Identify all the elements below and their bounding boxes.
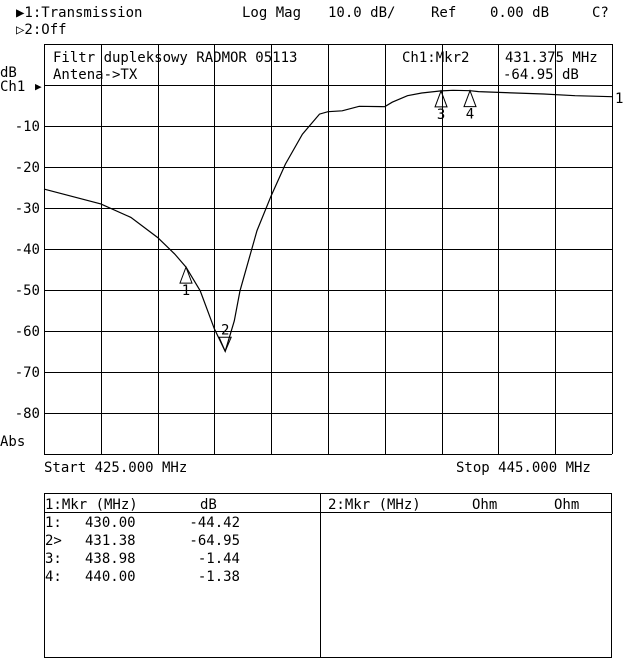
row-freq: 431.38 [85, 533, 136, 549]
start-frequency[interactable]: Start 425.000 MHz [44, 460, 187, 476]
row-value: -1.44 [198, 551, 240, 567]
right-header-col3: Ohm [554, 497, 579, 513]
y-tick-label: -10 [15, 119, 40, 135]
row-value: -1.38 [198, 569, 240, 585]
marker-3: 3 [434, 89, 448, 123]
y-tick-label: -40 [15, 242, 40, 258]
active-marker-frequency: 431.375 MHz [505, 50, 598, 66]
marker-1: 1 [179, 265, 193, 299]
channel-label: Ch1 [0, 79, 25, 95]
scale-label: 10.0 dB/ [328, 5, 395, 21]
row-id: 2> [45, 533, 62, 549]
y-tick-label: -50 [15, 283, 40, 299]
row-value: -64.95 [189, 533, 240, 549]
channel2-label[interactable]: ▷2:Off [16, 22, 67, 38]
marker-label: 1 [182, 283, 190, 299]
active-marker-value: -64.95 dB [503, 67, 579, 83]
row-freq: 438.98 [85, 551, 136, 567]
table-row: 2> 431.38 -64.95 [45, 533, 240, 549]
stop-frequency[interactable]: Stop 445.000 MHz [456, 460, 591, 476]
marker-triangle-icon [179, 265, 193, 284]
table-row: 4: 440.00 -1.38 [45, 569, 240, 585]
y-tick-label: -20 [15, 160, 40, 176]
row-id: 1: [45, 515, 62, 531]
marker-table [44, 493, 612, 658]
marker-2: 2 [218, 322, 232, 353]
right-header-col2: Ohm [472, 497, 497, 513]
row-freq: 440.00 [85, 569, 136, 585]
markers: 1 2 3 4 [179, 89, 477, 353]
active-marker-triangle-icon [218, 336, 232, 353]
marker-4: 4 [463, 89, 477, 123]
title-line2: Antena->TX [53, 67, 138, 83]
marker-triangle-icon [463, 89, 477, 108]
y-tick-label: -70 [15, 365, 40, 381]
title-line1: Filtr dupleksowy RADMOR 05113 [53, 50, 297, 66]
row-id: 3: [45, 551, 62, 567]
y-tick-label: -80 [15, 406, 40, 422]
unit-label: dB [0, 65, 17, 81]
y-tick-label: -60 [15, 324, 40, 340]
y-tick-labels: -10 -20 -30 -40 -50 -60 -70 -80 [15, 119, 40, 422]
ref-value: 0.00 dB [490, 5, 549, 21]
abs-label: Abs [0, 434, 25, 450]
cal-status: C? [592, 5, 609, 21]
format-label: Log Mag [242, 5, 301, 21]
left-header-col2: dB [200, 497, 217, 513]
marker-label: 2 [221, 322, 229, 338]
left-header-col1: 1:Mkr (MHz) [45, 497, 138, 513]
channel1-label[interactable]: ▶1:Transmission [16, 5, 142, 21]
marker-label: 3 [437, 107, 445, 123]
right-header-col1: 2:Mkr (MHz) [328, 497, 421, 513]
row-freq: 430.00 [85, 515, 136, 531]
ref-label: Ref [431, 5, 456, 21]
table-row: 1: 430.00 -44.42 [45, 515, 240, 531]
row-value: -44.42 [189, 515, 240, 531]
reference-arrow-icon: ▶ [35, 80, 42, 93]
row-id: 4: [45, 569, 62, 585]
trace-label: 1 [615, 91, 623, 107]
y-tick-label: -30 [15, 201, 40, 217]
table-row: 3: 438.98 -1.44 [45, 551, 240, 567]
active-marker-label: Ch1:Mkr2 [402, 50, 469, 66]
marker-label: 4 [466, 107, 474, 123]
marker-triangle-icon [434, 89, 448, 108]
graticule [44, 44, 613, 455]
